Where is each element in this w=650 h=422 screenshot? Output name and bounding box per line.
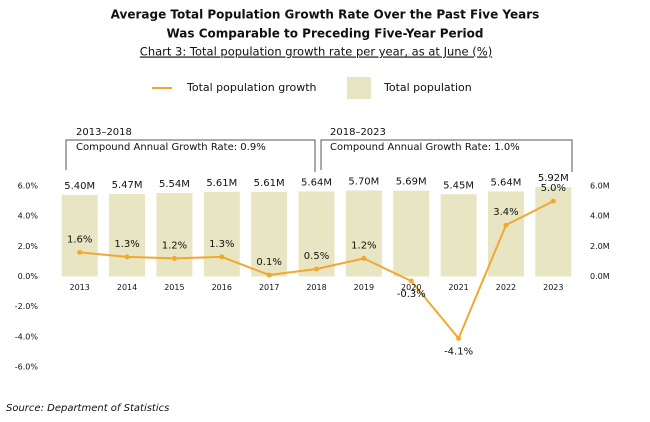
source: Source: Department of Statistics <box>6 403 169 414</box>
y2-tick-label: 6.0M <box>590 182 610 191</box>
y-tick-label: 2.0% <box>18 242 39 251</box>
point <box>361 255 367 261</box>
x-tick-label: 2015 <box>164 283 184 292</box>
x-tick-label: 2023 <box>543 283 563 292</box>
chart-title: Was Comparable to Preceding Five-Year Pe… <box>167 27 484 41</box>
point-value-label: -4.1% <box>444 346 473 357</box>
x-tick-label: 2014 <box>117 283 137 292</box>
point-value-label: 1.2% <box>162 240 187 251</box>
point <box>550 198 556 204</box>
x-tick-label: 2022 <box>496 283 516 292</box>
point-value-label: 1.2% <box>351 240 376 251</box>
annotation-period: 2018–2023 <box>330 127 386 138</box>
x-tick-label: 2016 <box>212 283 232 292</box>
point <box>266 272 272 278</box>
annotation-text: Compound Annual Growth Rate: 0.9% <box>76 142 266 153</box>
chart-title: Average Total Population Growth Rate Ove… <box>111 8 540 22</box>
point <box>314 266 319 272</box>
chart-subtitle: Chart 3: Total population growth rate pe… <box>140 45 492 59</box>
y-tick-label: 0.0% <box>18 272 39 281</box>
bar-value-label: 5.47M <box>112 180 143 191</box>
bar <box>393 190 430 277</box>
point <box>124 254 130 260</box>
bar-value-label: 5.64M <box>301 177 332 188</box>
bar-value-label: 5.92M <box>538 173 569 184</box>
legend-label: Total population growth <box>186 81 317 94</box>
bar <box>61 195 98 277</box>
point <box>219 254 225 260</box>
point-value-label: 1.3% <box>114 239 139 250</box>
bar-value-label: 5.40M <box>64 181 95 192</box>
bar-value-label: 5.54M <box>159 179 190 190</box>
point <box>503 222 509 228</box>
y2-tick-label: 0.0M <box>590 272 610 281</box>
point-value-label: 1.3% <box>209 239 234 250</box>
point <box>456 335 462 341</box>
point-value-label: -0.3% <box>397 289 426 300</box>
bracket <box>320 139 573 172</box>
bracket <box>65 139 316 172</box>
x-tick-label: 2017 <box>259 283 279 292</box>
bar <box>487 191 524 277</box>
y-tick-label: 4.0% <box>18 212 39 221</box>
bar-value-label: 5.70M <box>348 177 379 188</box>
x-tick-label: 2013 <box>70 283 90 292</box>
y2-tick-label: 4.0M <box>590 212 610 221</box>
x-tick-label: 2020 <box>401 283 421 292</box>
bar <box>203 191 240 277</box>
point-value-label: 0.5% <box>304 251 329 262</box>
y-tick-label: 6.0% <box>18 182 39 191</box>
bar <box>156 192 193 277</box>
brackets <box>65 139 573 172</box>
y-tick-label: -4.0% <box>15 332 39 341</box>
point <box>171 255 177 261</box>
annotation-text: Compound Annual Growth Rate: 1.0% <box>330 142 520 153</box>
legend-label: Total population <box>383 81 472 94</box>
annotation-period: 2013–2018 <box>76 127 132 138</box>
point-value-label: 0.1% <box>256 257 281 268</box>
bar-value-label: 5.61M <box>206 178 237 189</box>
legend-swatch <box>347 77 371 99</box>
x-tick-label: 2021 <box>448 283 468 292</box>
bracket-gap <box>74 127 144 137</box>
y-tick-label: -2.0% <box>15 302 39 311</box>
x-tick-label: 2018 <box>306 283 326 292</box>
bar-value-label: 5.45M <box>443 180 474 191</box>
point <box>77 249 83 255</box>
bar <box>109 193 146 277</box>
bar <box>251 191 288 277</box>
point-value-label: 3.4% <box>493 207 518 218</box>
point-value-label: 1.6% <box>67 234 92 245</box>
y2-tick-label: 2.0M <box>590 242 610 251</box>
bar-value-label: 5.69M <box>396 177 427 188</box>
bar <box>440 194 477 277</box>
point <box>408 278 414 284</box>
x-tick-label: 2019 <box>354 283 374 292</box>
bar <box>345 190 382 277</box>
point-value-label: 5.0% <box>541 183 566 194</box>
y-tick-label: -6.0% <box>15 363 39 372</box>
bar-value-label: 5.64M <box>491 177 522 188</box>
bar <box>298 191 335 277</box>
bar-value-label: 5.61M <box>254 178 285 189</box>
bracket-gap <box>328 127 398 137</box>
